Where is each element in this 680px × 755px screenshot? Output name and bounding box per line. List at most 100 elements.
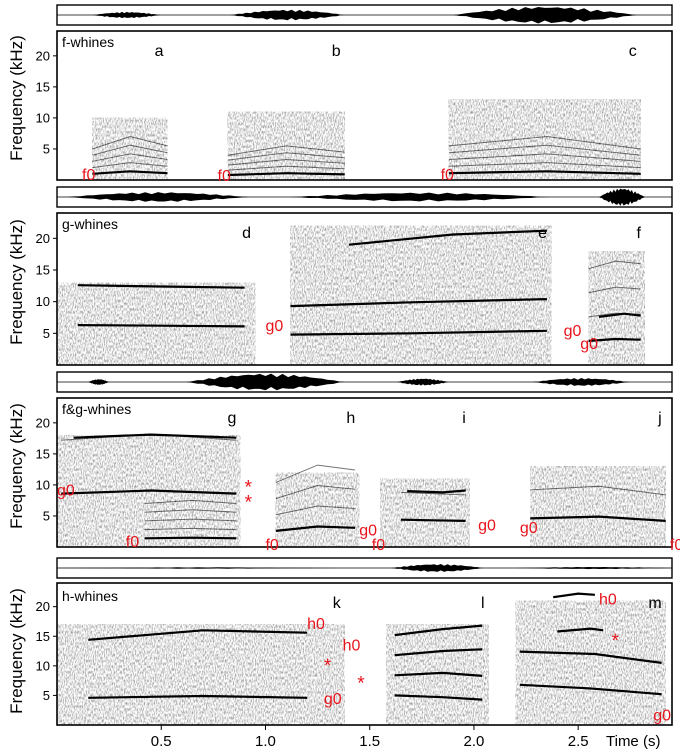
contour-label-f0: f0 [670, 537, 680, 554]
spectrogram-texture [275, 472, 360, 547]
harmonic-contour [92, 162, 168, 169]
harmonic-contour [290, 298, 547, 308]
y-axis-title: Frequency (kHz) [7, 403, 26, 529]
contour-label-f0: f0 [441, 167, 454, 184]
harmonic-contour-f0 [448, 170, 641, 175]
panel-frame [56, 582, 673, 726]
harmonic-contour [275, 505, 356, 516]
spectrogram-panel-h-whines: k l m 5 10 15 20 h0 * g0 h0 * h0 * g0 h-whines [36, 582, 673, 726]
harmonic-contour [348, 229, 547, 246]
harmonic-contour [407, 489, 466, 494]
harmonic-contour [448, 144, 641, 156]
harmonic-contour-g0 [275, 525, 356, 532]
contour-label-g0: g0 [359, 523, 377, 540]
harmonic-contour-f0 [92, 170, 168, 175]
waveform-burst [532, 378, 631, 386]
y-tick-label: 20 [36, 415, 50, 430]
segment-letter-b: b [332, 43, 341, 60]
harmonic-contour [227, 145, 345, 156]
waveform-burst [599, 188, 645, 206]
contour-label-f0: f0 [82, 167, 95, 184]
harmonic-contour [448, 135, 641, 150]
waveform-burst [67, 192, 249, 202]
x-tick-label: 2.0 [464, 733, 485, 750]
contour-label-h0: h0 [599, 591, 617, 608]
harmonic-contour [227, 152, 345, 161]
segment-letter-f: f [636, 225, 641, 242]
waveform-burst [92, 11, 162, 19]
segment-letter-c: c [629, 43, 637, 60]
panel-frame [56, 30, 673, 181]
harmonic-contour [290, 329, 547, 336]
waveform-strip-g-whines [56, 186, 673, 208]
contour-label-g0: g0 [265, 318, 283, 335]
spectrogram-texture [588, 251, 645, 365]
harmonic-contour [598, 312, 641, 318]
x-tick-label: 1.5 [359, 733, 380, 750]
harmonic-contour [275, 464, 356, 483]
segment-letter-i: i [462, 410, 466, 427]
harmonic-contour [92, 144, 168, 156]
contour-label-h0: h0 [307, 616, 325, 633]
waveform-strip-h-whines [56, 557, 673, 579]
y-tick-label: 10 [36, 294, 50, 309]
harmonic-contour-g0 [530, 515, 666, 522]
waveform-burst [290, 192, 549, 202]
harmonic-contour [588, 286, 641, 294]
harmonic-contour [144, 518, 237, 522]
harmonic-contour [530, 485, 666, 496]
x-tick-label: 2.5 [568, 733, 589, 750]
y-tick-label: 5 [43, 326, 50, 341]
harmonic-contour-g0 [61, 489, 237, 495]
harmonic-contour [519, 650, 662, 664]
y-tick-label: 15 [36, 446, 50, 461]
y-tick-label: 15 [36, 263, 50, 278]
spectrogram-texture [530, 466, 666, 547]
harmonic-contour [448, 153, 641, 162]
contour-label-f0: f0 [126, 534, 139, 551]
waveform-burst [515, 567, 672, 570]
asterisk-marker: * [245, 477, 253, 498]
spectrogram-texture [448, 99, 641, 180]
asterisk-marker: * [245, 492, 253, 513]
y-tick-label: 20 [36, 599, 50, 614]
harmonic-contour [448, 162, 641, 169]
x-tick-label: 0.5 [151, 733, 172, 750]
y-axis-title: Frequency (kHz) [7, 219, 26, 345]
y-tick-label: 10 [36, 658, 50, 673]
x-axis-title: Time (s) [606, 733, 660, 750]
panel-name-fg-whines: f&g-whines [62, 401, 131, 417]
panel-name-f-whines: f-whines [62, 34, 114, 50]
y-tick-label: 10 [36, 477, 50, 492]
waveform-strip-f-whines [56, 4, 673, 26]
segment-letter-a: a [155, 43, 164, 60]
waveform-burst [390, 564, 485, 572]
segment-letter-h: h [346, 410, 355, 427]
y-axis-title: Frequency (kHz) [7, 35, 26, 161]
segment-letter-m: m [648, 595, 661, 612]
harmonic-contour-h0 [88, 629, 308, 641]
waveform-burst [453, 7, 637, 24]
contour-label-g0: g0 [653, 707, 671, 724]
asterisk-marker: * [357, 674, 365, 695]
harmonic-contour [394, 624, 483, 637]
harmonic-contour [394, 694, 483, 701]
segment-letter-l: l [481, 595, 485, 612]
segment-letter-e: e [538, 225, 547, 242]
y-tick-label: 5 [43, 141, 50, 156]
segment-letter-j: j [657, 410, 662, 427]
contour-label-g0: g0 [580, 336, 598, 353]
panel-name-g-whines: g-whines [62, 216, 118, 232]
y-tick-label: 10 [36, 110, 50, 125]
segment-letter-g: g [228, 410, 237, 427]
harmonic-contour [227, 165, 345, 171]
x-tick-label: 1.0 [255, 733, 276, 750]
spectrogram-texture [92, 117, 168, 180]
harmonic-contour [77, 284, 245, 289]
harmonic-contour-h0 [553, 592, 595, 599]
spectrogram-panel-f-whines: a b c 5 10 15 20 f0 f0 f0 f-whines [36, 30, 673, 185]
x-axis: Time (s) 0.5 1.0 1.5 2.0 2.5 [151, 725, 660, 750]
harmonic-contour [92, 135, 168, 150]
waveform-burst [396, 378, 449, 386]
